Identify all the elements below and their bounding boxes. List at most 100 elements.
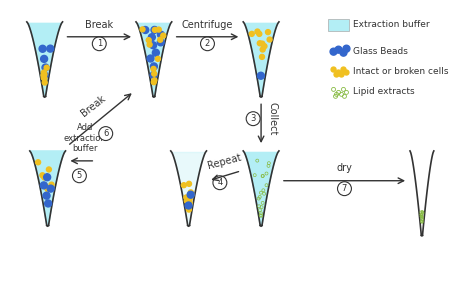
Circle shape xyxy=(41,75,46,80)
Circle shape xyxy=(184,195,189,200)
Circle shape xyxy=(44,184,49,190)
Circle shape xyxy=(150,63,157,70)
Circle shape xyxy=(140,27,145,32)
Circle shape xyxy=(155,56,160,61)
Circle shape xyxy=(213,176,227,190)
Circle shape xyxy=(246,112,260,126)
Circle shape xyxy=(146,38,151,43)
Circle shape xyxy=(331,67,336,72)
Circle shape xyxy=(335,46,342,53)
Circle shape xyxy=(153,27,157,32)
Circle shape xyxy=(44,174,51,181)
Circle shape xyxy=(44,65,49,70)
Polygon shape xyxy=(244,23,278,96)
Circle shape xyxy=(142,27,149,33)
Text: Extraction buffer: Extraction buffer xyxy=(354,20,430,29)
Circle shape xyxy=(267,37,272,42)
Circle shape xyxy=(260,54,264,59)
Text: 7: 7 xyxy=(342,184,347,193)
Circle shape xyxy=(330,48,337,55)
Circle shape xyxy=(157,31,164,38)
Text: Intact or broken cells: Intact or broken cells xyxy=(354,67,449,76)
Circle shape xyxy=(185,202,192,209)
Circle shape xyxy=(341,67,346,72)
Circle shape xyxy=(257,41,262,46)
Circle shape xyxy=(343,45,350,52)
Circle shape xyxy=(187,181,191,186)
Circle shape xyxy=(262,44,267,49)
Text: 6: 6 xyxy=(103,129,109,138)
Circle shape xyxy=(41,73,46,78)
Circle shape xyxy=(186,203,191,208)
Text: Glass Beads: Glass Beads xyxy=(354,47,408,56)
Text: Add
extraction
buffer: Add extraction buffer xyxy=(64,123,107,153)
Text: Break: Break xyxy=(85,20,113,30)
Circle shape xyxy=(147,42,152,47)
Circle shape xyxy=(187,201,192,206)
Circle shape xyxy=(99,127,113,140)
Circle shape xyxy=(339,72,344,77)
Circle shape xyxy=(47,185,54,192)
Text: 2: 2 xyxy=(205,39,210,48)
Circle shape xyxy=(158,37,163,42)
Circle shape xyxy=(151,66,156,72)
Circle shape xyxy=(39,45,46,52)
Circle shape xyxy=(249,31,254,36)
Text: Break: Break xyxy=(79,94,107,119)
Circle shape xyxy=(41,70,46,75)
Circle shape xyxy=(42,175,47,180)
Polygon shape xyxy=(137,23,171,96)
Circle shape xyxy=(46,167,51,172)
Circle shape xyxy=(260,47,265,52)
Text: 5: 5 xyxy=(77,171,82,180)
Text: Centrifuge: Centrifuge xyxy=(182,20,233,30)
Circle shape xyxy=(337,182,351,196)
Circle shape xyxy=(152,78,157,83)
Circle shape xyxy=(40,173,45,178)
Text: dry: dry xyxy=(337,163,352,173)
Circle shape xyxy=(186,207,191,212)
Circle shape xyxy=(157,39,164,46)
Circle shape xyxy=(43,192,50,199)
Circle shape xyxy=(265,30,271,35)
Circle shape xyxy=(36,160,41,165)
Circle shape xyxy=(40,182,47,189)
Circle shape xyxy=(151,80,156,85)
Circle shape xyxy=(156,27,161,32)
Polygon shape xyxy=(28,23,62,96)
Circle shape xyxy=(42,76,47,81)
Circle shape xyxy=(151,26,158,33)
Circle shape xyxy=(186,202,191,206)
Circle shape xyxy=(49,182,54,187)
Circle shape xyxy=(255,29,260,34)
Circle shape xyxy=(336,70,341,75)
Text: 3: 3 xyxy=(250,114,256,123)
Circle shape xyxy=(152,49,159,56)
Circle shape xyxy=(344,70,349,75)
Circle shape xyxy=(187,197,192,202)
Circle shape xyxy=(41,55,47,62)
Circle shape xyxy=(45,200,52,207)
Text: Lipid extracts: Lipid extracts xyxy=(354,87,415,96)
Circle shape xyxy=(260,41,265,46)
Circle shape xyxy=(41,73,46,78)
Circle shape xyxy=(186,203,191,208)
Circle shape xyxy=(257,72,264,79)
Circle shape xyxy=(201,37,214,51)
Circle shape xyxy=(147,55,154,62)
Circle shape xyxy=(182,183,186,188)
Circle shape xyxy=(188,190,193,195)
Polygon shape xyxy=(172,152,205,225)
Circle shape xyxy=(161,33,166,38)
FancyBboxPatch shape xyxy=(328,19,349,31)
Circle shape xyxy=(257,31,262,36)
Text: Collect: Collect xyxy=(267,102,277,135)
Circle shape xyxy=(340,49,347,56)
Circle shape xyxy=(148,34,155,41)
Circle shape xyxy=(47,45,54,52)
Circle shape xyxy=(92,37,106,51)
Circle shape xyxy=(184,198,189,203)
Circle shape xyxy=(42,64,49,71)
Text: Repeat: Repeat xyxy=(207,152,243,171)
Circle shape xyxy=(334,72,339,77)
